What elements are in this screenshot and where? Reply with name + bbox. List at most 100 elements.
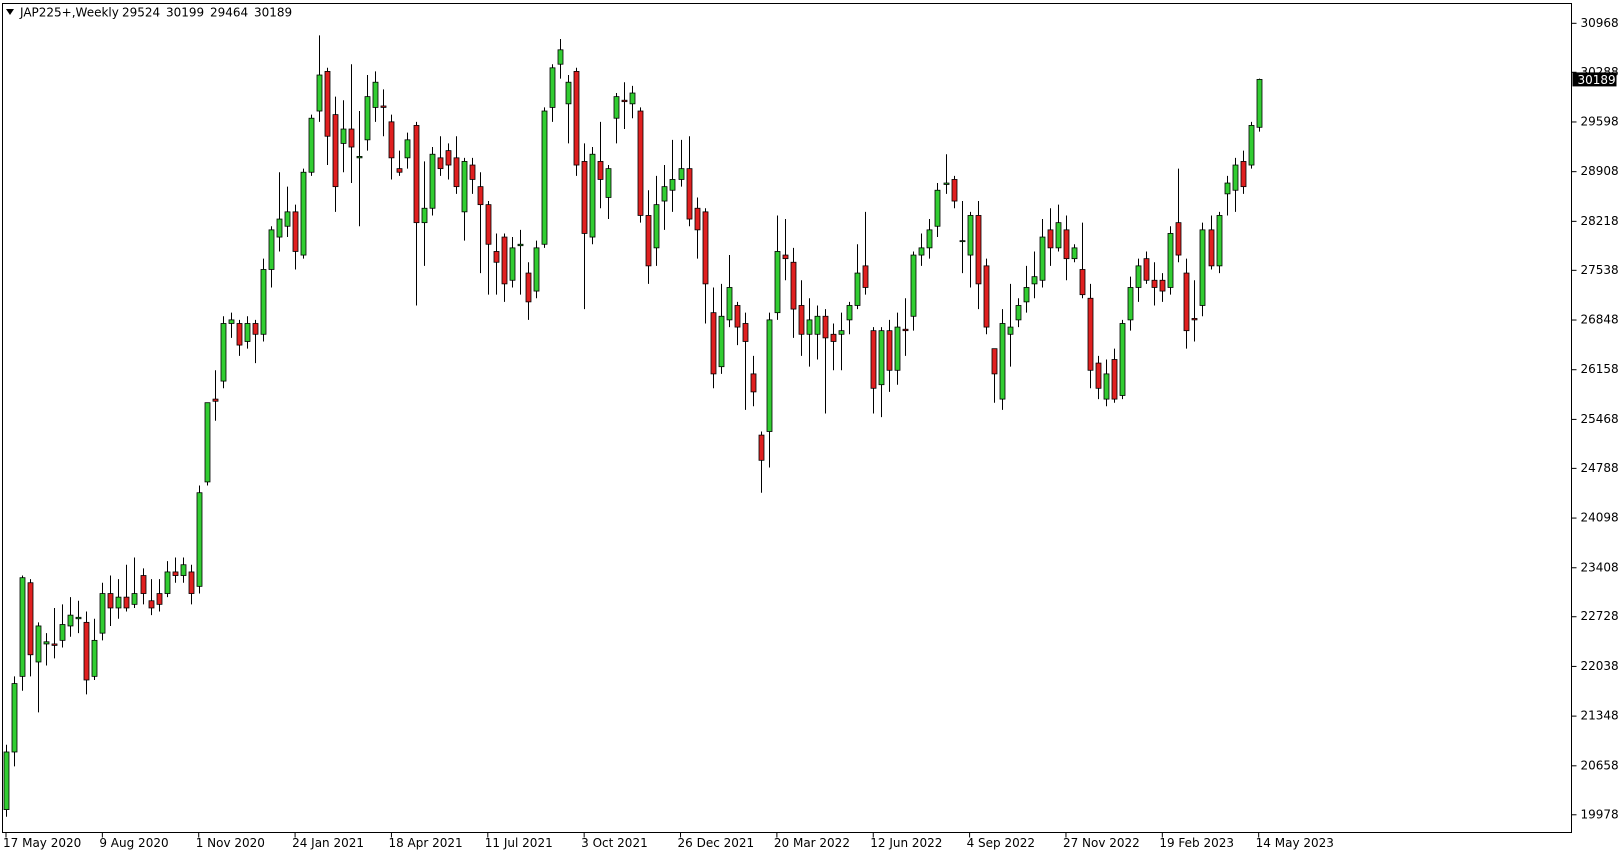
- candle-body: [1232, 164, 1239, 191]
- candle-body: [1047, 229, 1054, 249]
- header-high: 30199: [166, 6, 204, 20]
- candle-body: [991, 348, 998, 375]
- candle-body: [115, 596, 122, 609]
- y-tick-label: 27538: [1581, 263, 1619, 277]
- candle-body: [549, 67, 556, 108]
- y-tick-label: 28908: [1581, 164, 1619, 178]
- candle-body: [734, 305, 741, 328]
- y-tick-label: 24788: [1581, 461, 1619, 475]
- price-tag: [1572, 72, 1617, 87]
- candle-body: [806, 319, 813, 335]
- candle-body: [1199, 229, 1206, 306]
- chart-title: JAP225+,Weekly: [19, 6, 119, 20]
- candle-body: [340, 128, 347, 144]
- candle-body: [718, 315, 725, 368]
- candle-body: [396, 168, 403, 173]
- candle-body: [11, 683, 18, 753]
- candle-body: [292, 211, 299, 252]
- candle-body: [870, 330, 877, 389]
- candle-body: [469, 164, 476, 180]
- candle-body: [918, 247, 925, 256]
- candle-body: [1103, 373, 1110, 400]
- candle-body: [613, 96, 620, 119]
- candle-body: [1071, 247, 1078, 260]
- candle-body: [629, 92, 636, 105]
- candle-body: [348, 128, 355, 148]
- candle-body: [1087, 297, 1094, 371]
- candle-body: [951, 179, 958, 202]
- y-tick-label: 20658: [1581, 758, 1619, 772]
- candle-body: [59, 624, 66, 641]
- candle-body: [172, 571, 179, 576]
- x-tick-label: 18 Apr 2021: [388, 836, 462, 850]
- candle-body: [429, 153, 436, 209]
- x-tick-label: 4 Sep 2022: [967, 836, 1035, 850]
- candle-body: [581, 161, 588, 234]
- candle-body: [533, 247, 540, 292]
- candle-body: [1015, 305, 1022, 321]
- candle-body: [316, 74, 323, 112]
- candle-body: [196, 492, 203, 587]
- candle-body: [164, 571, 171, 594]
- candle-body: [1248, 125, 1255, 166]
- x-tick-label: 12 Jun 2022: [870, 836, 942, 850]
- candle-body: [926, 229, 933, 249]
- candle-body: [1023, 287, 1030, 303]
- candle-body: [862, 265, 869, 288]
- candle-body: [589, 153, 596, 238]
- candle-body: [1135, 265, 1142, 288]
- candle-body: [669, 179, 676, 191]
- candle-body: [686, 168, 693, 220]
- candle-body: [710, 312, 717, 375]
- candle-body: [959, 240, 966, 243]
- y-tick-label: 22728: [1581, 609, 1619, 623]
- candle-body: [678, 168, 685, 180]
- y-tick-label: 23408: [1581, 560, 1619, 574]
- candle-body: [702, 211, 709, 285]
- candle-body: [525, 272, 532, 303]
- y-tick-label: 26158: [1581, 362, 1619, 376]
- candle-body: [27, 582, 34, 656]
- plot-frame: [2, 3, 1572, 833]
- candle-body: [597, 161, 604, 180]
- candle-body: [1079, 269, 1086, 296]
- candle-body: [204, 402, 211, 483]
- price-tag-label: 30189: [1578, 73, 1616, 87]
- candle-body: [123, 596, 130, 609]
- candle-body: [838, 330, 845, 335]
- candle-body: [308, 117, 315, 173]
- candle-body: [798, 305, 805, 335]
- candle-body: [645, 215, 652, 267]
- x-tick-label: 3 Oct 2021: [581, 836, 648, 850]
- candle-body: [51, 643, 58, 646]
- candle-body: [934, 189, 941, 227]
- candle-body: [742, 323, 749, 342]
- candle-body: [300, 171, 307, 256]
- candle-body: [1063, 229, 1070, 260]
- candle-body: [1167, 233, 1174, 288]
- candle-body: [878, 330, 885, 386]
- candle-body: [653, 204, 660, 249]
- candle-body: [180, 564, 187, 576]
- candle-body: [509, 247, 516, 281]
- candle-body: [421, 207, 428, 224]
- candle-body: [573, 71, 580, 166]
- y-tick-label: 22038: [1581, 659, 1619, 673]
- candle-body: [1031, 276, 1038, 285]
- candle-body: [766, 319, 773, 432]
- candle-body: [3, 751, 10, 810]
- candle-body: [91, 639, 98, 677]
- candle-body: [220, 323, 227, 382]
- candle-body: [910, 254, 917, 317]
- candle-body: [1151, 279, 1158, 288]
- candle-body: [188, 571, 195, 594]
- candle-body: [131, 593, 138, 605]
- candle-body: [541, 110, 548, 245]
- candle-body: [1191, 318, 1198, 321]
- header-open: 29524: [122, 6, 160, 20]
- candle-body: [332, 114, 339, 188]
- candle-body: [1007, 326, 1014, 335]
- candle-body: [445, 150, 452, 166]
- x-tick-label: 1 Nov 2020: [196, 836, 265, 850]
